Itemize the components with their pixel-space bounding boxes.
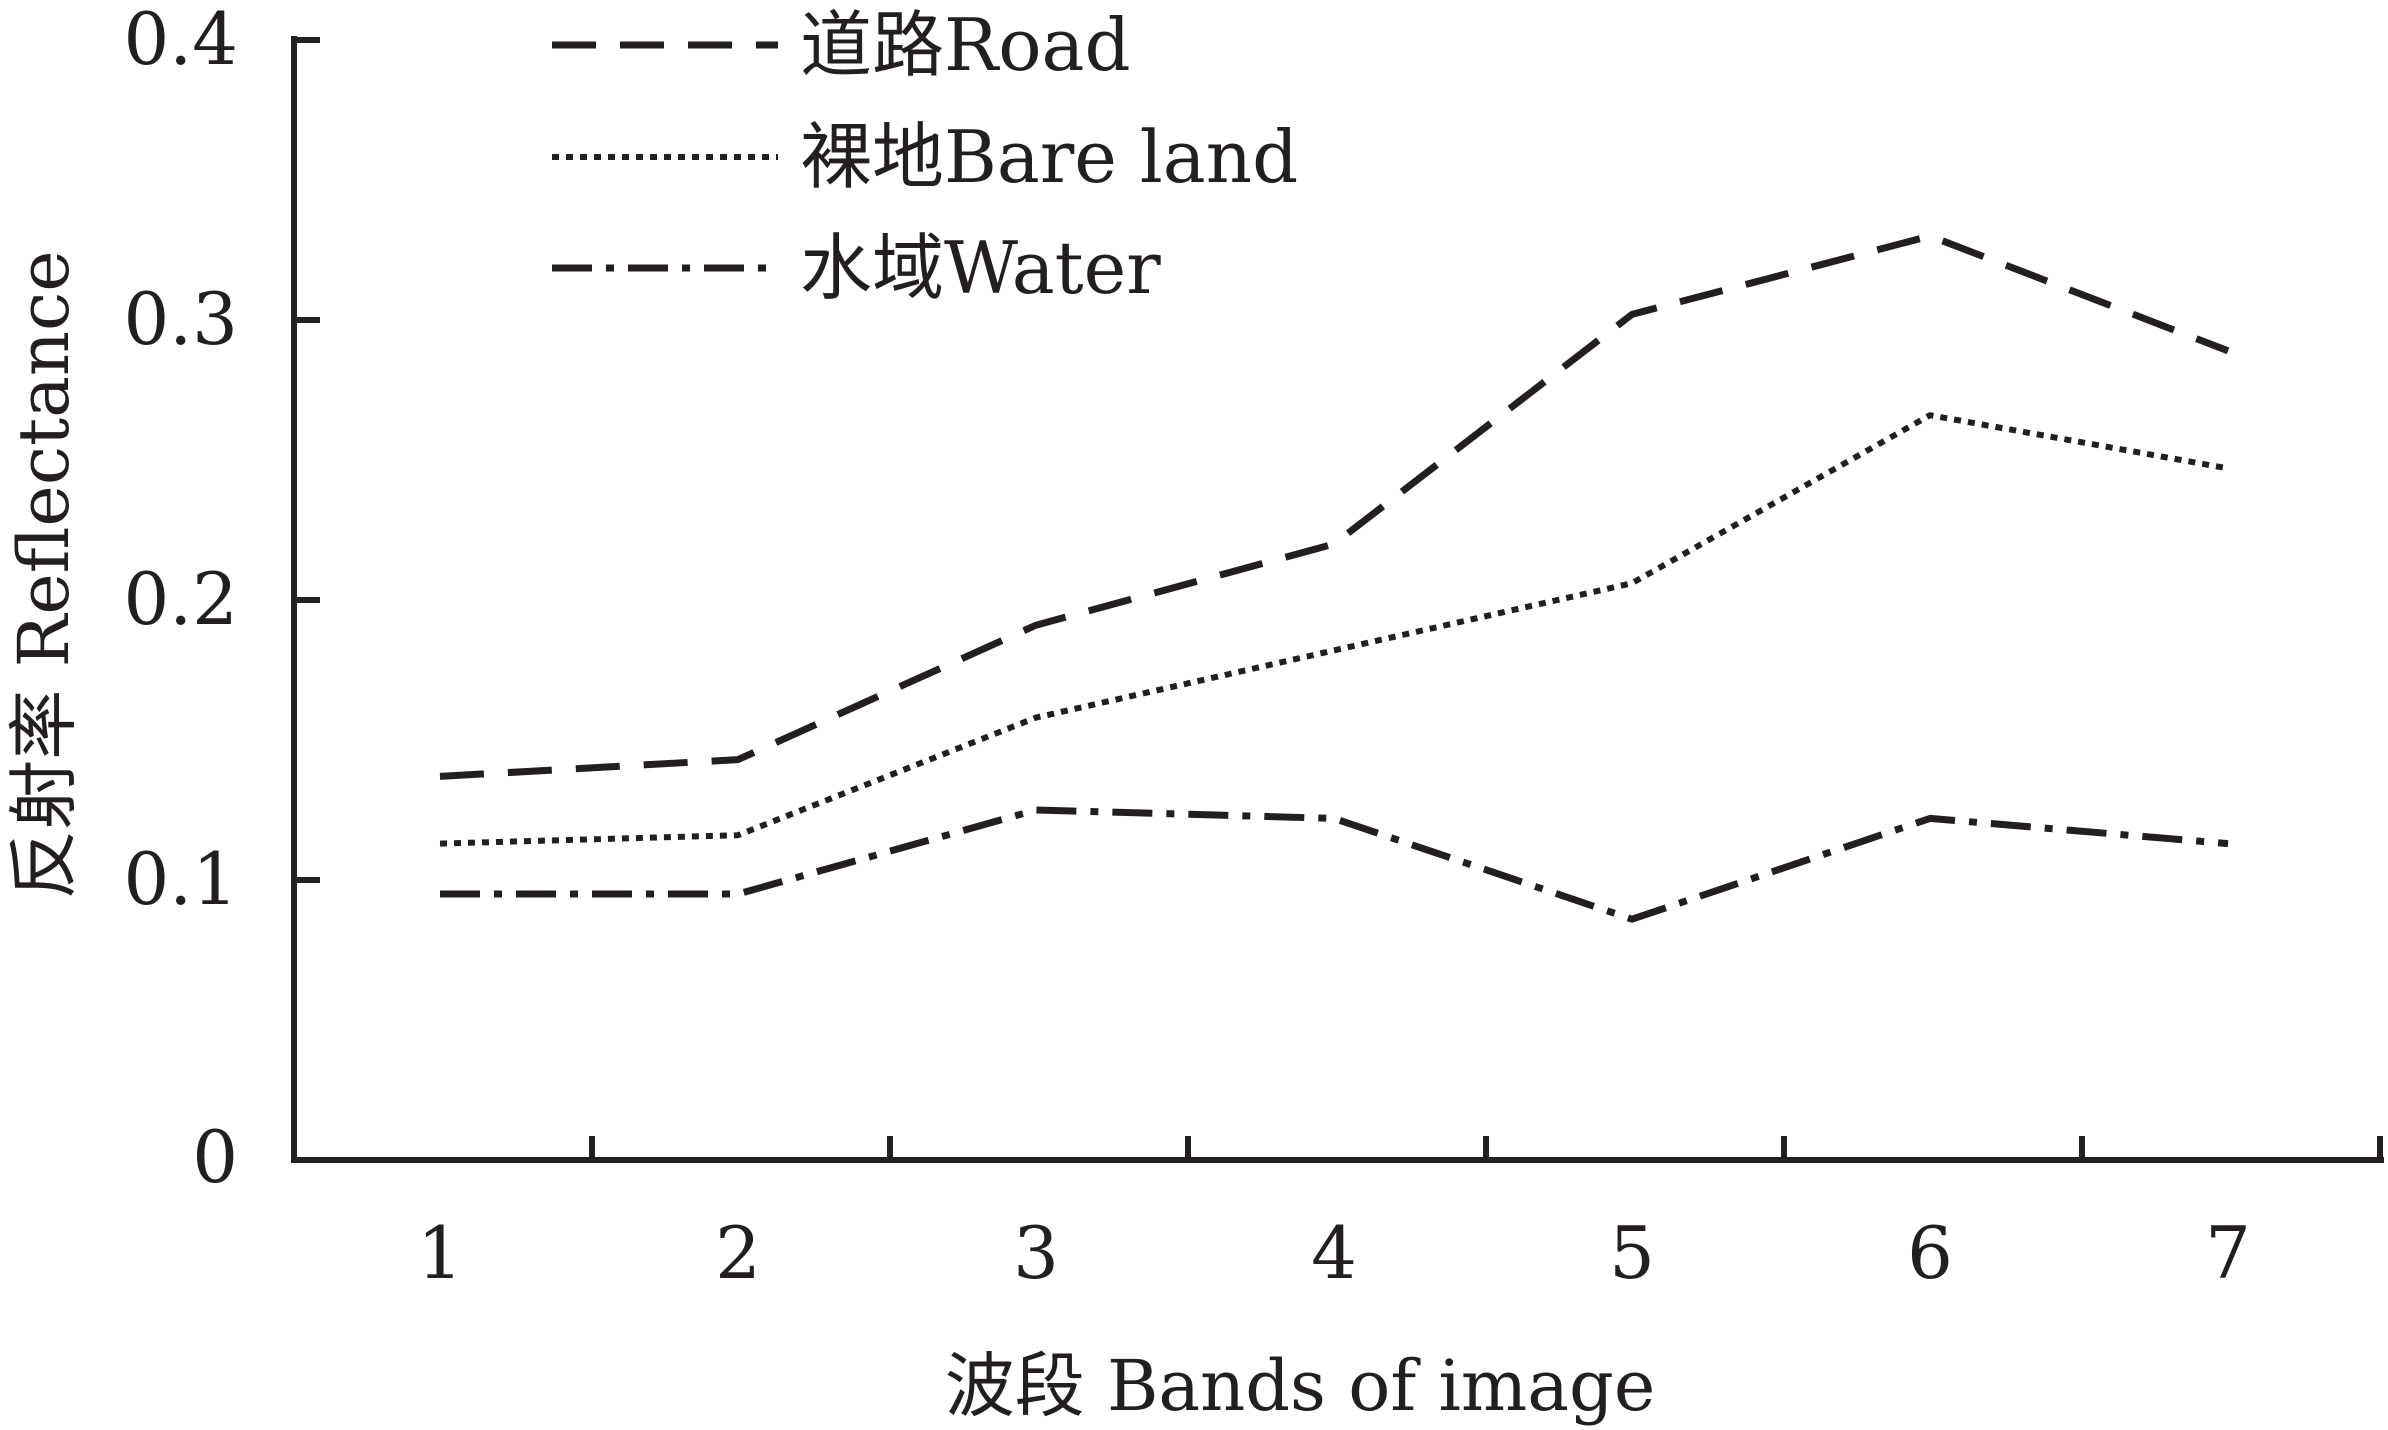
y-tick-label: 0.1 [123, 837, 238, 921]
y-tick-label: 0.4 [123, 0, 238, 81]
plot-area: 0 0.1 0.2 0.3 0.4 1 2 3 4 5 6 7 [123, 0, 2384, 1295]
x-tick-label: 1 [417, 1211, 463, 1295]
y-axis-ticks: 0 0.1 0.2 0.3 0.4 [123, 0, 320, 1199]
series-line-2 [439, 412, 2229, 847]
x-axis-ticks: 1 2 3 4 5 6 7 [417, 1136, 2383, 1295]
x-tick-label: 3 [1013, 1211, 1059, 1295]
x-tick-label: 5 [1609, 1211, 1655, 1295]
series-lines [439, 232, 2230, 923]
x-tick-label: 2 [715, 1211, 761, 1295]
y-axis-title: 反射率 Reflectance [3, 250, 85, 899]
y-tick-label: 0.2 [123, 557, 238, 641]
series-line-3 [440, 806, 2229, 923]
x-tick-label: 6 [1907, 1211, 1953, 1295]
legend-label: 裸地Bare land [800, 115, 1298, 199]
legend-label: 水域Water [800, 226, 1161, 310]
x-axis-title: 波段 Bands of image [945, 1345, 1656, 1427]
legend-label: 道路Road [800, 3, 1131, 87]
y-tick-label: 0.3 [123, 277, 238, 361]
legend: 道路Road 裸地Bare land 水域Water [552, 3, 1298, 310]
x-tick-label: 4 [1311, 1211, 1357, 1295]
x-tick-label: 7 [2205, 1211, 2251, 1295]
y-tick-label: 0 [192, 1115, 238, 1199]
series-line-1 [439, 232, 2230, 780]
